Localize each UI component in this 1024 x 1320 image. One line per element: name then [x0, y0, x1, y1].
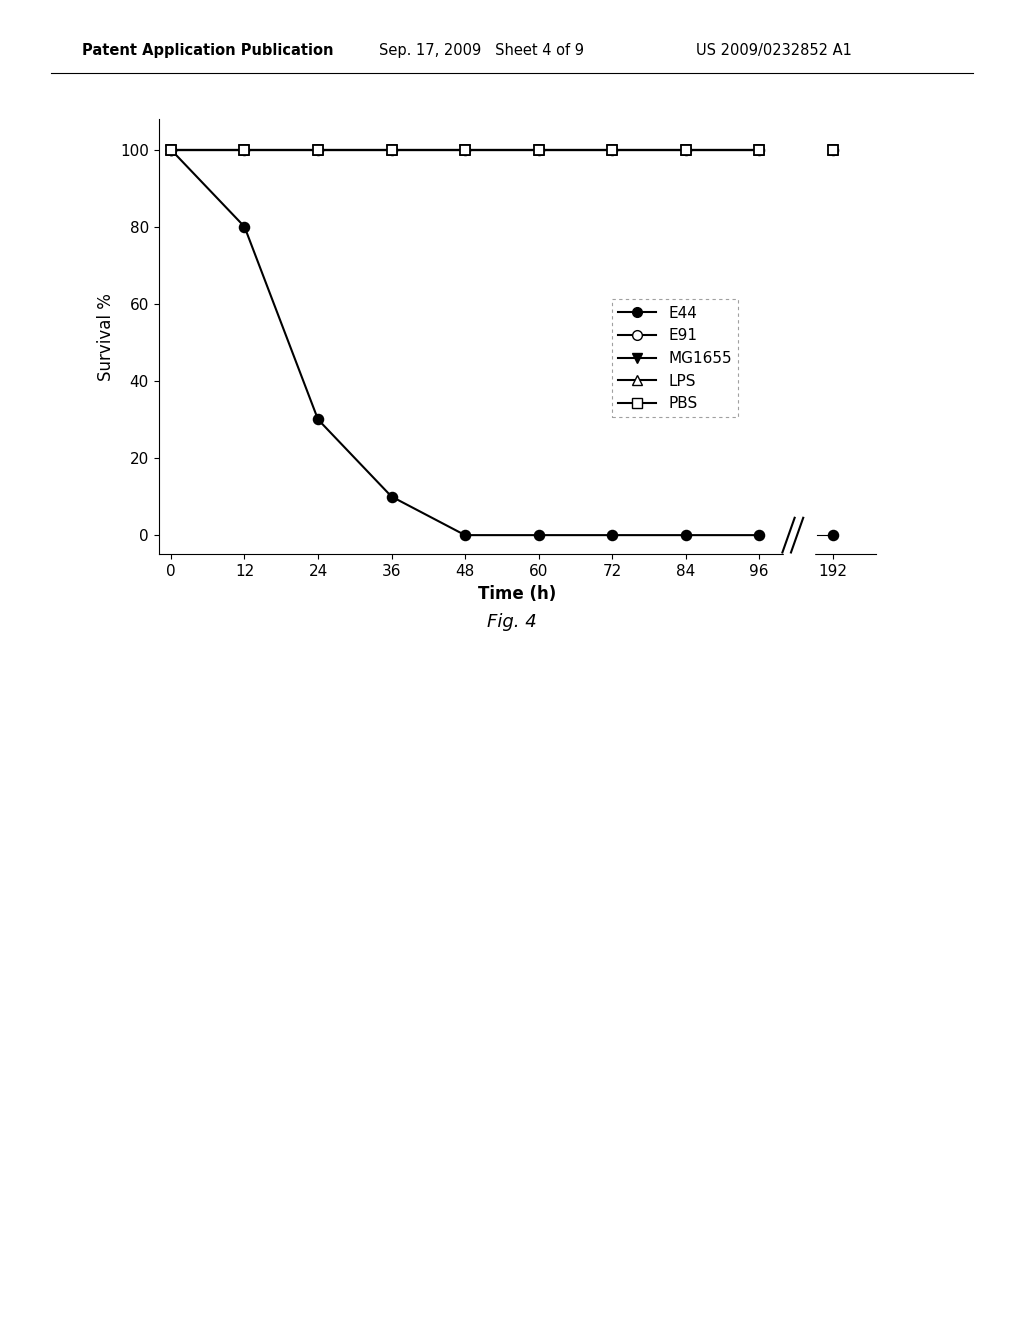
- Text: US 2009/0232852 A1: US 2009/0232852 A1: [696, 44, 852, 58]
- Y-axis label: Survival %: Survival %: [96, 293, 115, 380]
- Text: Patent Application Publication: Patent Application Publication: [82, 44, 334, 58]
- X-axis label: Time (h): Time (h): [478, 585, 556, 603]
- Legend: E44, E91, MG1655, LPS, PBS: E44, E91, MG1655, LPS, PBS: [611, 300, 738, 417]
- Text: Fig. 4: Fig. 4: [487, 612, 537, 631]
- Text: Sep. 17, 2009   Sheet 4 of 9: Sep. 17, 2009 Sheet 4 of 9: [379, 44, 584, 58]
- Bar: [783, 531, 814, 558]
